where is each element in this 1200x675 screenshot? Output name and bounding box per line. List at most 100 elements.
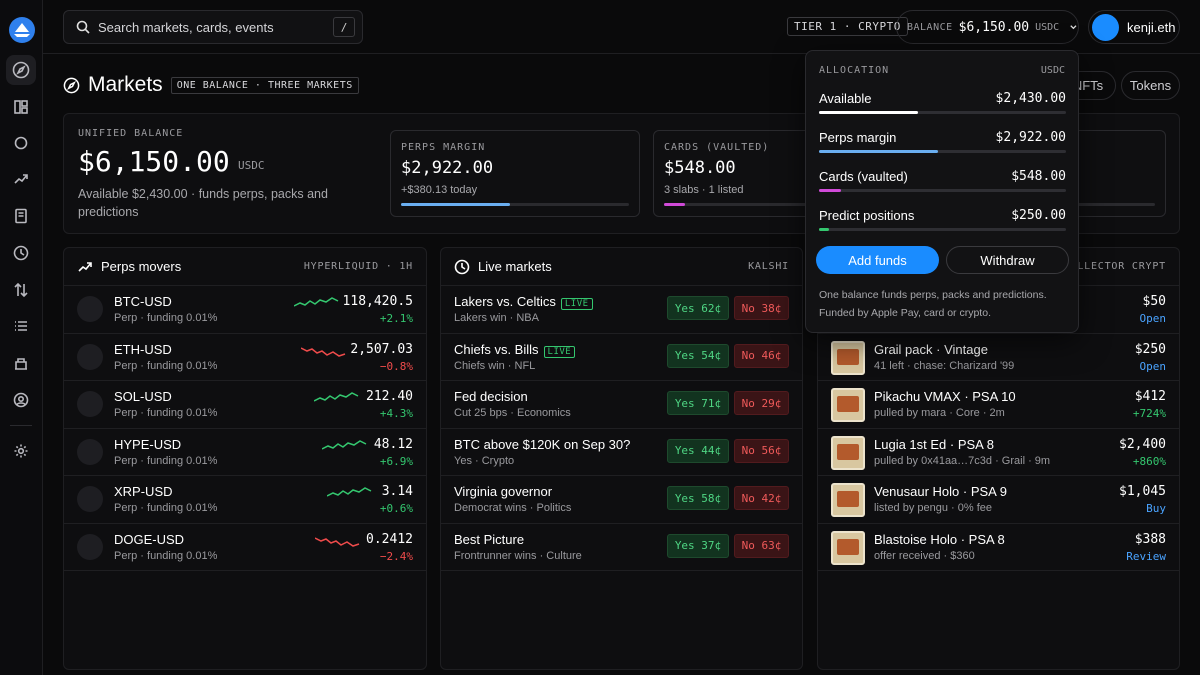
- add-funds-button[interactable]: Add funds: [816, 246, 939, 274]
- list-item[interactable]: Blastoise Holo · PSA 8 offer received · $…: [818, 524, 1179, 571]
- coin-icon: [77, 486, 103, 512]
- trending-up-icon[interactable]: [6, 164, 36, 194]
- user-menu[interactable]: kenji.eth: [1088, 10, 1180, 44]
- yes-button[interactable]: Yes 71¢: [667, 391, 729, 415]
- no-button[interactable]: No 56¢: [734, 438, 789, 463]
- table-row[interactable]: DOGE-USD Perp · funding 0.01% 0.2412 −2.4%: [64, 524, 426, 571]
- table-row[interactable]: SOL-USD Perp · funding 0.01% 212.40 +4.3%: [64, 381, 426, 429]
- yes-button[interactable]: Yes 62¢: [667, 296, 729, 320]
- gear-icon[interactable]: [6, 436, 36, 466]
- card-sub: pulled by 0x41aa…7c3d · Grail · 9m: [874, 454, 1051, 467]
- search-placeholder: Search markets, cards, events: [98, 19, 274, 35]
- coin-icon: [77, 533, 103, 560]
- coin-icon: [77, 438, 103, 465]
- table-row[interactable]: Chiefs vs. Bills LIVE Chiefs win · NFL Yes …: [441, 334, 802, 381]
- yes-button[interactable]: Yes 44¢: [667, 438, 729, 463]
- app-logo[interactable]: [9, 17, 35, 43]
- card-price: $412: [1134, 389, 1166, 404]
- no-button[interactable]: No 29¢: [734, 391, 789, 415]
- store-icon[interactable]: [6, 348, 36, 378]
- circle-icon[interactable]: [6, 128, 36, 158]
- clock-icon[interactable]: [6, 238, 36, 268]
- no-button[interactable]: No 63¢: [734, 533, 789, 558]
- balance-dropdown-button[interactable]: BALANCE $6,150.00 USDC: [896, 10, 1079, 44]
- market-title: Best Picture: [454, 531, 525, 547]
- card-action[interactable]: Open: [1139, 312, 1167, 325]
- table-row[interactable]: ETH-USD Perp · funding 0.01% 2,507.03 −0.8%: [64, 334, 426, 381]
- unified-balance-currency: USDC: [238, 159, 265, 172]
- table-row[interactable]: Virginia governor Democrat wins · Politic…: [441, 476, 802, 524]
- perp-sub: Perp · funding 0.01%: [114, 359, 218, 372]
- sparkline: [301, 346, 346, 357]
- card-name: Blastoise Holo · PSA 8: [874, 531, 1005, 547]
- user-circle-icon[interactable]: [6, 385, 36, 415]
- compass-icon[interactable]: [6, 55, 36, 85]
- allocation-currency: USDC: [1040, 65, 1065, 76]
- perp-price: 2,507.03: [350, 341, 413, 357]
- allocation-bar: [819, 228, 1066, 231]
- perps-margin-bar: [401, 203, 629, 206]
- card-sub: offer received · $360: [874, 549, 975, 562]
- list-item[interactable]: Grail pack · Vintage 41 left · chase: Cha…: [818, 334, 1179, 381]
- card-action[interactable]: Review: [1126, 549, 1166, 563]
- market-sub: Frontrunner wins · Culture: [454, 549, 582, 562]
- search-input[interactable]: Search markets, cards, events /: [63, 10, 363, 44]
- sparkline: [322, 439, 367, 450]
- table-row[interactable]: Lakers vs. Celtics LIVE Lakers win · NBA Ye…: [441, 286, 802, 334]
- allocation-bar: [819, 189, 1066, 192]
- market-sub: Cut 25 bps · Economics: [454, 407, 571, 419]
- card-action[interactable]: Buy: [1146, 502, 1166, 515]
- yes-button[interactable]: Yes 54¢: [667, 343, 729, 368]
- list-item[interactable]: Lugia 1st Ed · PSA 8 pulled by 0x41aa…7c3…: [818, 429, 1179, 476]
- cards-panel-source: COLLECTOR CRYPT: [1063, 261, 1166, 272]
- table-row[interactable]: Best Picture Frontrunner wins · Culture Ye…: [441, 524, 802, 571]
- sparkline: [327, 487, 372, 497]
- layout-icon[interactable]: [6, 92, 36, 122]
- market-title: Chiefs vs. Bills: [454, 341, 539, 357]
- perp-symbol: HYPE-USD: [114, 436, 182, 452]
- perps-margin-card[interactable]: PERPS MARGIN $2,922.00 +$380.13 today: [390, 130, 640, 217]
- perp-sub: Perp · funding 0.01%: [114, 407, 218, 419]
- table-row[interactable]: XRP-USD Perp · funding 0.01% 3.14 +0.6%: [64, 476, 426, 524]
- perp-price: 118,420.5: [342, 294, 413, 309]
- table-row[interactable]: HYPE-USD Perp · funding 0.01% 48.12 +6.9%: [64, 429, 426, 476]
- balance-label: BALANCE: [907, 21, 953, 33]
- list-item[interactable]: $50 Open: [818, 286, 1179, 334]
- allocation-amount: $250.00: [1011, 208, 1066, 223]
- pill-tokens[interactable]: Tokens: [1121, 71, 1180, 100]
- perp-symbol: ETH-USD: [114, 341, 172, 357]
- sparkline: [315, 536, 360, 547]
- perp-price: 3.14: [381, 484, 413, 499]
- clock-icon: [454, 259, 470, 274]
- unified-balance-desc: Available $2,430.00 · funds perps, packs…: [78, 187, 328, 219]
- yes-button[interactable]: Yes 37¢: [667, 533, 729, 558]
- no-button[interactable]: No 42¢: [734, 486, 789, 510]
- table-row[interactable]: Fed decision Cut 25 bps · Economics Yes 71…: [441, 381, 802, 429]
- cards-vaulted-label: CARDS (VAULTED): [664, 142, 770, 153]
- table-row[interactable]: BTC-USD Perp · funding 0.01% 118,420.5 +2.1…: [64, 286, 426, 334]
- live-panel-title: Live markets: [478, 259, 552, 274]
- card-sub: pulled by mara · Core · 2m: [874, 407, 1005, 419]
- card-action[interactable]: Open: [1139, 359, 1167, 373]
- card-thumbnail: [831, 340, 865, 375]
- username: kenji.eth: [1127, 19, 1176, 35]
- list-item[interactable]: Venusaur Holo · PSA 9 listed by pengu · 0…: [818, 476, 1179, 524]
- compass-icon: [63, 77, 80, 93]
- table-row[interactable]: BTC above $120K on Sep 30? Yes · Crypto Ye…: [441, 429, 802, 476]
- yes-button[interactable]: Yes 58¢: [667, 486, 729, 510]
- allocation-note: Funded by Apple Pay, card or crypto.: [819, 307, 991, 319]
- card-thumbnail: [831, 530, 865, 565]
- list-item[interactable]: Pikachu VMAX · PSA 10 pulled by mara · Co…: [818, 381, 1179, 429]
- market-title: Fed decision: [454, 389, 528, 404]
- no-button[interactable]: No 38¢: [734, 296, 789, 320]
- live-badge: LIVE: [560, 298, 593, 310]
- list-icon[interactable]: [6, 311, 36, 341]
- withdraw-button[interactable]: Withdraw: [946, 246, 1069, 274]
- perp-change: +6.9%: [379, 454, 413, 468]
- no-button[interactable]: No 46¢: [734, 343, 789, 368]
- card-price: $2,400: [1119, 436, 1166, 452]
- document-icon[interactable]: [6, 201, 36, 231]
- market-name: Fed decision: [454, 389, 528, 404]
- swap-icon[interactable]: [6, 275, 36, 305]
- balance-value: $6,150.00: [958, 19, 1030, 35]
